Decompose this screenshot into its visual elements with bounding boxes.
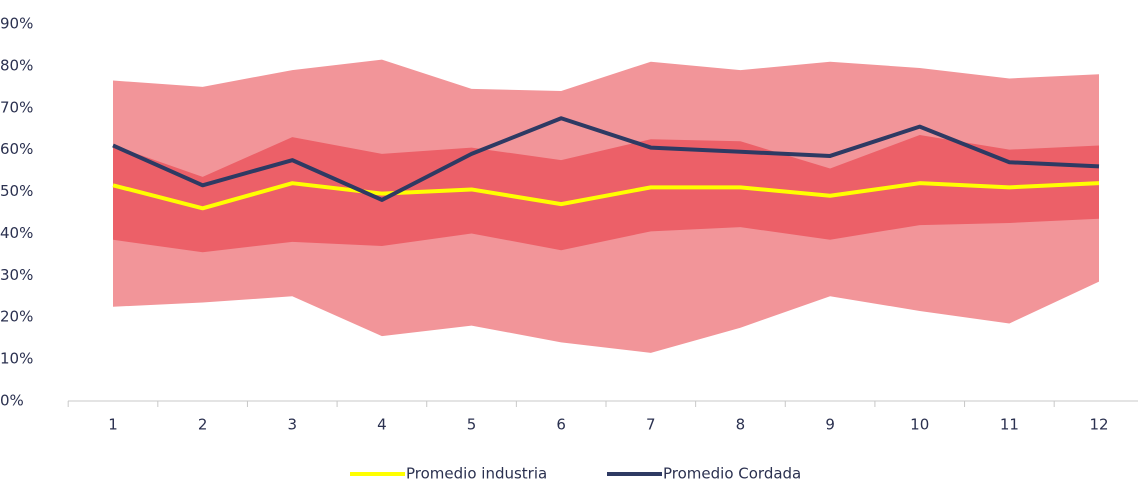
x-tick-label: 8 xyxy=(736,416,746,434)
x-tick-label: 3 xyxy=(287,416,297,434)
y-tick-label: 50% xyxy=(0,182,33,200)
x-tick-label: 2 xyxy=(198,416,208,434)
y-tick-label: 0% xyxy=(0,392,24,410)
x-tick-label: 7 xyxy=(646,416,656,434)
y-tick-label: 40% xyxy=(0,224,33,242)
y-tick-label: 30% xyxy=(0,266,33,284)
range-band xyxy=(113,135,1099,253)
x-tick-label: 10 xyxy=(910,416,929,434)
series-line xyxy=(112,181,1100,211)
series-line xyxy=(112,116,1100,202)
y-tick-label: 70% xyxy=(0,98,33,116)
y-tick-label: 20% xyxy=(0,308,33,326)
y-tick-label: 60% xyxy=(0,140,33,158)
x-tick-label: 12 xyxy=(1089,416,1108,434)
x-tick-label: 5 xyxy=(467,416,477,434)
x-tick-label: 4 xyxy=(377,416,387,434)
x-tick-label: 1 xyxy=(108,416,118,434)
x-tick-label: 11 xyxy=(1000,416,1019,434)
y-tick-label: 90% xyxy=(0,15,33,33)
x-tick-label: 9 xyxy=(825,416,835,434)
y-tick-label: 10% xyxy=(0,350,33,368)
legend-label: Promedio industria xyxy=(406,465,547,483)
legend-label: Promedio Cordada xyxy=(663,465,801,483)
y-tick-label: 80% xyxy=(0,56,33,74)
x-tick-label: 6 xyxy=(556,416,566,434)
